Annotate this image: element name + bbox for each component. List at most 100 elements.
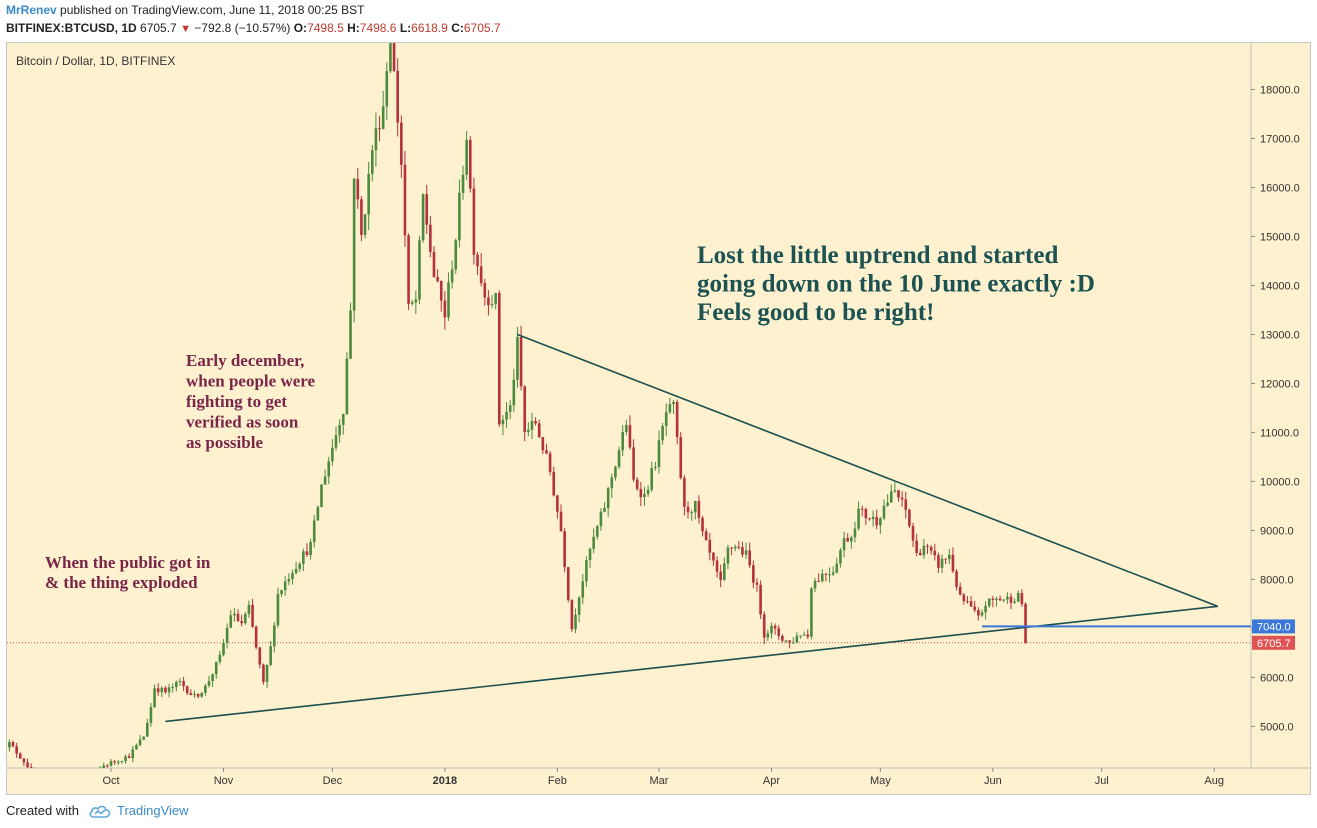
candle (661, 422, 664, 445)
y-tick-label: 8000.0 (1260, 574, 1294, 586)
chart-panel[interactable]: 5000.06000.07000.08000.09000.010000.0110… (6, 42, 1311, 795)
candle (715, 556, 719, 578)
candle (425, 184, 429, 234)
candle (1020, 589, 1024, 607)
candle (247, 600, 251, 618)
candle (773, 623, 777, 635)
symbol-info: BITFINEX:BTCUSD, 1D 6705.7 ▼ −792.8 (−10… (6, 21, 501, 35)
candle (294, 561, 298, 575)
candle (214, 661, 218, 679)
candle (291, 569, 294, 585)
annotation-text[interactable]: Early december, when people were fighting … (186, 351, 316, 452)
y-tick-label: 14000.0 (1260, 280, 1300, 292)
candle (545, 443, 548, 455)
candle (915, 533, 918, 557)
candle (338, 419, 341, 443)
candle (381, 90, 385, 130)
tradingview-cloud-icon[interactable] (88, 801, 112, 821)
candle (494, 292, 497, 310)
candle (298, 561, 302, 572)
candle (693, 500, 697, 520)
x-tick-label: Jul (1095, 775, 1109, 787)
trendline-upper[interactable] (517, 333, 1219, 608)
symbol-label: BITFINEX:BTCUSD, 1D (6, 21, 137, 35)
candle (625, 419, 628, 436)
candle (541, 436, 545, 455)
y-tick-label: 17000.0 (1260, 134, 1300, 146)
candle (712, 551, 715, 566)
y-tick-label: 11000.0 (1260, 427, 1299, 439)
tradingview-brand-link[interactable]: TradingView (117, 803, 189, 818)
candle (701, 515, 704, 537)
candle (552, 466, 556, 497)
candle (937, 552, 940, 573)
candle (265, 664, 269, 688)
annotation-text[interactable]: When the public got in & the thing explod… (45, 553, 211, 592)
candle (505, 402, 508, 428)
candle (356, 168, 360, 209)
candle (998, 595, 1002, 602)
x-tick-label: May (870, 775, 891, 787)
candle (501, 415, 505, 436)
y-tick-label: 10000.0 (1260, 476, 1300, 488)
candle (948, 548, 951, 565)
candle (828, 567, 831, 583)
candle (635, 476, 639, 491)
x-tick-label: Jun (984, 775, 1002, 787)
candle (958, 582, 962, 596)
candle (287, 573, 291, 586)
candle (875, 509, 879, 530)
candle (893, 482, 897, 494)
candle (225, 623, 229, 649)
price-chart[interactable]: 5000.06000.07000.08000.09000.010000.0110… (7, 43, 1310, 794)
candle (516, 326, 519, 388)
candle (632, 439, 635, 483)
y-tick-label: 13000.0 (1260, 329, 1300, 341)
candle (389, 43, 392, 74)
candle (367, 161, 370, 231)
candle (407, 233, 410, 310)
candle (156, 683, 160, 696)
candle (766, 629, 770, 641)
candle (962, 592, 966, 605)
candle (563, 528, 566, 573)
candle (737, 540, 741, 550)
chart-background (7, 43, 1310, 794)
candle (599, 508, 603, 531)
candle (327, 456, 331, 485)
candle (788, 639, 791, 649)
candle (400, 115, 403, 178)
high-label: H: (347, 21, 360, 35)
author-name[interactable]: MrRenev (6, 3, 57, 17)
svg-text:7040.0: 7040.0 (1257, 621, 1291, 633)
price-axis-label: 7040.0 (1252, 619, 1295, 634)
annotation-text[interactable]: Lost the little uptrend and started going… (697, 242, 1095, 326)
candle (345, 352, 349, 416)
candle (29, 763, 33, 768)
candle (704, 528, 708, 541)
svg-text:6705.7: 6705.7 (1257, 638, 1291, 650)
candle (302, 548, 305, 572)
candle (810, 586, 813, 640)
candle (447, 272, 450, 321)
candle (944, 558, 947, 565)
candle (312, 515, 316, 548)
candle (933, 543, 937, 561)
candle (476, 251, 479, 276)
candle (908, 508, 911, 529)
candle (273, 621, 276, 653)
candle (149, 702, 153, 727)
candle (574, 608, 577, 634)
candle (929, 545, 933, 555)
candle (305, 543, 309, 558)
candle (806, 629, 810, 640)
candle (585, 556, 588, 588)
chart-title: Bitcoin / Dollar, 1D, BITFINEX (16, 54, 175, 68)
candle (458, 179, 461, 248)
candle (799, 635, 802, 639)
candle (853, 521, 857, 543)
candle (733, 544, 737, 552)
candle (465, 131, 468, 180)
candle (955, 568, 958, 591)
candle (523, 385, 527, 442)
